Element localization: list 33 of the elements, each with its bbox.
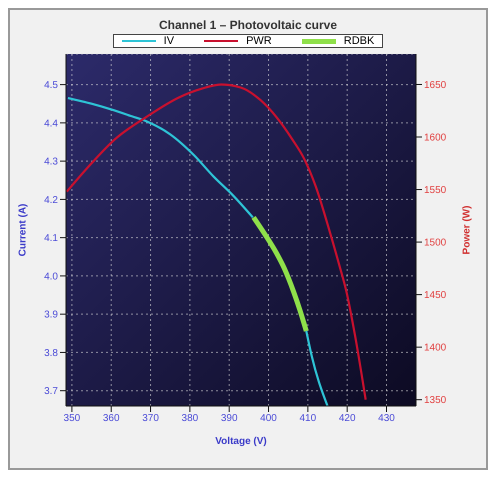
- chart-title: Channel 1 – Photovoltaic curve: [158, 17, 338, 32]
- y2-tick-label: 1650: [424, 80, 447, 92]
- y-tick-label: 4.4: [44, 118, 58, 130]
- x-tick-label: 390: [220, 413, 238, 424]
- line-series: [66, 83, 367, 401]
- x-tick-label: 430: [378, 413, 396, 424]
- y2-tick-label: 1600: [424, 132, 447, 144]
- y-tick-label: 3.7: [44, 386, 58, 398]
- x-tick-label: 350: [64, 413, 81, 424]
- legend-label: RDBK: [342, 35, 374, 47]
- y2-axis-title: Power (W): [462, 206, 473, 254]
- x-tick-label: 410: [300, 413, 317, 424]
- x-tick-label: 380: [182, 413, 199, 424]
- y-tick-label: 4.3: [44, 156, 58, 168]
- y2-tick-label: 1450: [424, 290, 447, 302]
- x-tick-label: 360: [102, 413, 120, 424]
- y-tick-label: 4.5: [44, 80, 58, 92]
- y-tick-label: 4.2: [44, 194, 58, 206]
- legend-label: IV: [162, 35, 174, 47]
- x-axis-title: Voltage (V): [215, 436, 267, 447]
- x-tick-label: 400: [260, 413, 278, 424]
- y-axis-title: Current (A): [18, 204, 29, 256]
- y-tick-label: 3.9: [44, 310, 58, 321]
- legend-label: PWR: [245, 35, 272, 47]
- y2-tick-label: 1550: [424, 185, 447, 196]
- y-tick-label: 3.8: [44, 348, 58, 359]
- x-tick-label: 370: [142, 413, 160, 424]
- y2-tick-label: 1400: [424, 342, 447, 354]
- y2-tick-label: 1350: [424, 395, 447, 406]
- y-tick-label: 4.0: [44, 271, 58, 282]
- y-tick-label: 4.1: [44, 233, 58, 244]
- y2-tick-label: 1500: [424, 238, 447, 249]
- x-tick-label: 420: [338, 413, 356, 424]
